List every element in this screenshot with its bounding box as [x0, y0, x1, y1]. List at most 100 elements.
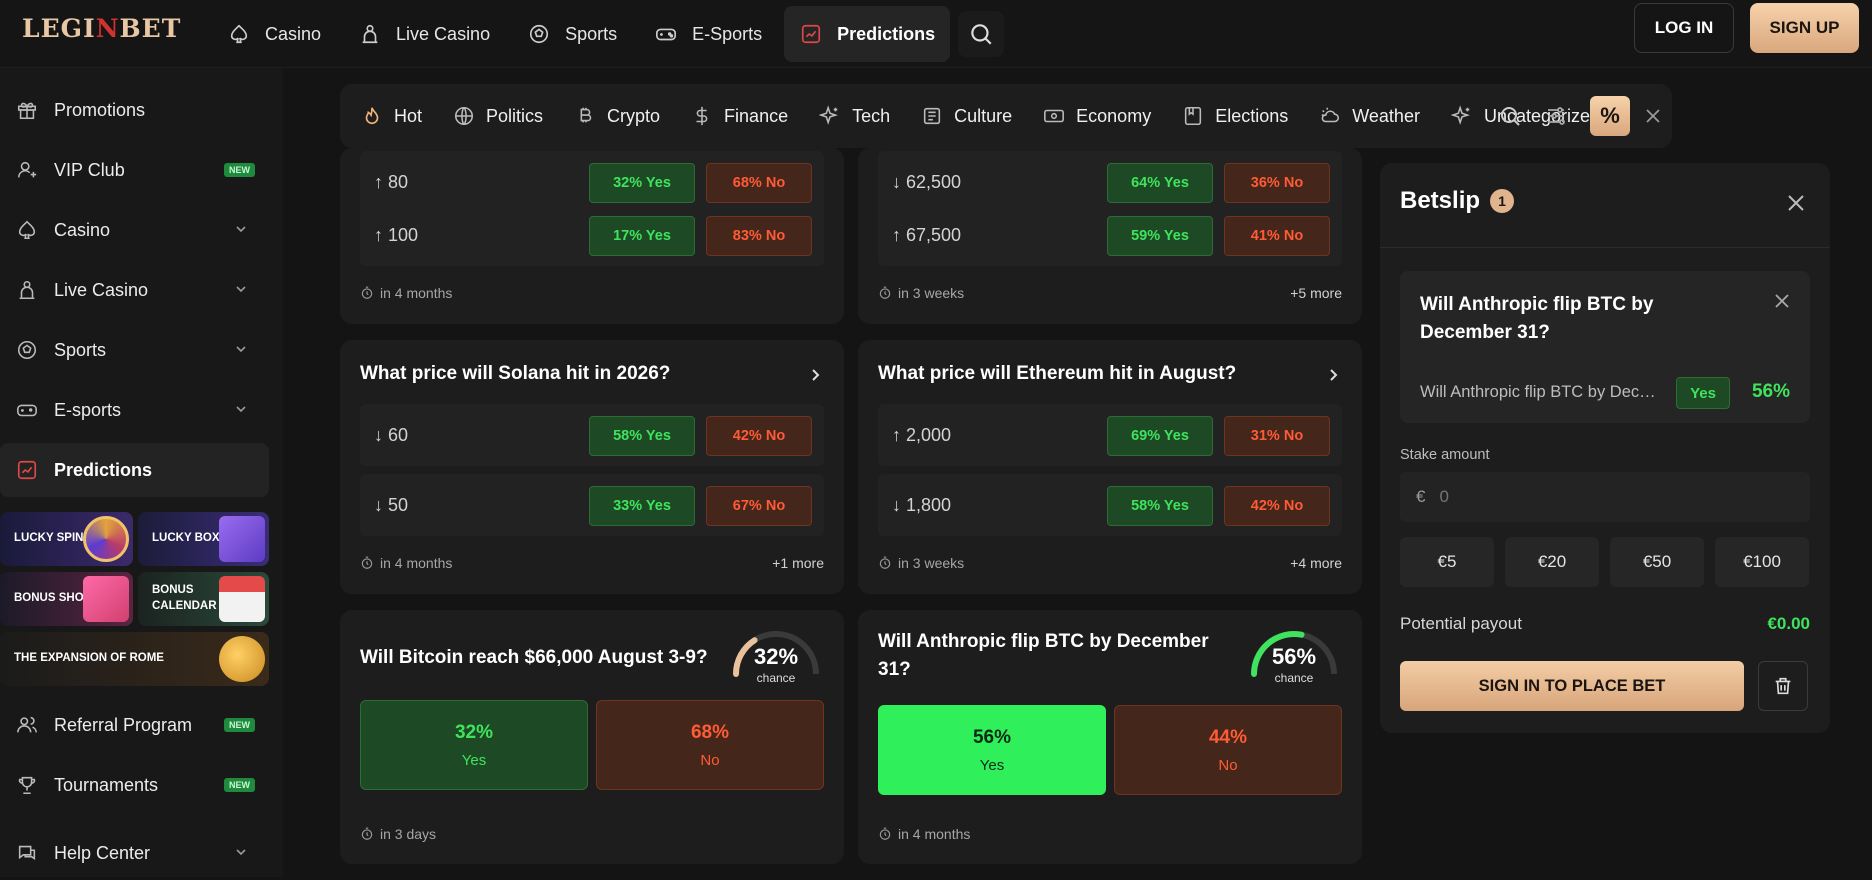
filter-button[interactable] — [1544, 104, 1568, 128]
category-search-button[interactable] — [1498, 104, 1522, 128]
betslip-close-button[interactable] — [1786, 193, 1806, 213]
signup-button[interactable]: SIGN UP — [1750, 3, 1859, 53]
no-button[interactable]: 36% No — [1224, 163, 1330, 203]
outcome-row: ↑ 80 32% Yes 68% No — [360, 151, 824, 213]
stake-field[interactable]: € — [1400, 472, 1810, 522]
promo-lucky-spin[interactable]: LUCKY SPIN — [0, 512, 133, 566]
topnav-esports[interactable]: E-Sports — [639, 6, 777, 62]
no-button[interactable]: 67% No — [706, 486, 812, 526]
sidebar-item-referral-program[interactable]: Referral Program NEW — [0, 698, 269, 752]
no-button[interactable]: 44% No — [1114, 705, 1342, 795]
spade-icon — [14, 217, 40, 243]
market-title[interactable]: Will Anthropic flip BTC by December 31? — [878, 631, 1209, 680]
promo-bonus-calendar[interactable]: BONUS CALENDAR — [138, 572, 269, 626]
new-badge: NEW — [224, 163, 255, 177]
yes-button[interactable]: 33% Yes — [589, 486, 695, 526]
yes-button[interactable]: 64% Yes — [1107, 163, 1213, 203]
category-tech[interactable]: Tech — [818, 104, 890, 128]
no-button[interactable]: 83% No — [706, 216, 812, 256]
category-weather[interactable]: Weather — [1318, 104, 1420, 128]
quick-stake-100[interactable]: €100 — [1715, 537, 1809, 587]
more-outcomes-link[interactable]: +4 more — [1290, 555, 1342, 571]
chevron-down-icon — [236, 226, 246, 233]
sliders-icon — [1548, 107, 1565, 125]
topnav-sports[interactable]: Sports — [512, 6, 632, 62]
legionbet-logo[interactable]: LEGINBET — [22, 14, 182, 43]
category-crypto[interactable]: Crypto — [573, 104, 660, 128]
chance-value: 56% — [1271, 644, 1317, 669]
category-economy[interactable]: Economy — [1042, 104, 1151, 128]
promo-lucky-box[interactable]: LUCKY BOX — [138, 512, 269, 566]
trend-chart-icon — [14, 457, 40, 483]
trash-icon — [1775, 677, 1791, 695]
outcome-row: ↑ 2,000 69% Yes 31% No — [878, 404, 1342, 466]
market-title[interactable]: What price will Solana hit in 2026? — [360, 363, 671, 384]
quick-stake-5[interactable]: €5 — [1400, 537, 1494, 587]
yes-button[interactable]: 58% Yes — [589, 416, 695, 456]
no-button[interactable]: 42% No — [706, 416, 812, 456]
yes-button-selected[interactable]: 56% Yes — [878, 705, 1106, 795]
yes-button[interactable]: 58% Yes — [1107, 486, 1213, 526]
promo-bonus-shop[interactable]: BONUS SHOP — [0, 572, 133, 626]
yes-button[interactable]: 69% Yes — [1107, 416, 1213, 456]
chevron-right-icon[interactable] — [810, 368, 820, 382]
market-card[interactable]: What price will Solana hit in 2026? ↓ 60… — [340, 340, 844, 594]
sidebar-item-predictions[interactable]: Predictions — [0, 443, 269, 497]
topnav-live-casino[interactable]: Live Casino — [343, 6, 505, 62]
login-button[interactable]: LOG IN — [1634, 3, 1734, 53]
sidebar-item-casino[interactable]: Casino — [0, 203, 269, 257]
promo-expansion-of-rome[interactable]: THE EXPANSION OF ROME — [0, 632, 269, 686]
banknote-icon — [1042, 104, 1066, 128]
time-remaining: in 4 months — [898, 826, 971, 842]
category-hot[interactable]: Hot — [360, 104, 422, 128]
stake-input[interactable] — [1439, 487, 1740, 507]
sidebar-item-tournaments[interactable]: Tournaments NEW — [0, 758, 269, 812]
sidebar-item-esports[interactable]: E-sports — [0, 383, 269, 437]
category-culture[interactable]: Culture — [920, 104, 1012, 128]
category-politics[interactable]: Politics — [452, 104, 543, 128]
category-bar: Hot Politics Crypto Finance Tech Culture… — [340, 84, 1672, 148]
chance-arc — [733, 637, 758, 677]
gamepad-icon — [654, 22, 678, 46]
sidebar-item-sports[interactable]: Sports — [0, 323, 269, 377]
more-outcomes-link[interactable]: +5 more — [1290, 285, 1342, 301]
sidebar-item-promotions[interactable]: Promotions — [0, 83, 269, 137]
chevron-right-icon[interactable] — [1328, 368, 1338, 382]
more-outcomes-link[interactable]: +1 more — [772, 555, 824, 571]
no-button[interactable]: 41% No — [1224, 216, 1330, 256]
top-search-button[interactable] — [958, 11, 1004, 57]
no-button[interactable]: 42% No — [1224, 486, 1330, 526]
no-button[interactable]: 68% No — [596, 700, 824, 790]
odds-format-button[interactable]: % — [1590, 96, 1630, 136]
search-icon — [1501, 107, 1520, 126]
market-card[interactable]: What price will Ethereum hit in August? … — [858, 340, 1362, 594]
category-elections[interactable]: Elections — [1181, 104, 1288, 128]
chevron-down-icon — [236, 406, 246, 413]
topnav-casino[interactable]: Casino — [212, 6, 336, 62]
no-button[interactable]: 31% No — [1224, 416, 1330, 456]
market-title[interactable]: Will Bitcoin reach $66,000 August 3-9? — [360, 647, 708, 668]
clear-betslip-button[interactable] — [1758, 661, 1808, 711]
outcome-row: ↑ 100 17% Yes 83% No — [360, 204, 824, 266]
place-bet-button[interactable]: SIGN IN TO PLACE BET — [1400, 661, 1744, 711]
timer-icon — [878, 556, 892, 570]
yes-button[interactable]: 32% Yes — [589, 163, 695, 203]
sidebar-item-help-center[interactable]: Help Center — [0, 826, 269, 880]
remove-selection-button[interactable] — [1774, 293, 1790, 309]
quick-stake-20[interactable]: €20 — [1505, 537, 1599, 587]
market-title[interactable]: What price will Ethereum hit in August? — [878, 363, 1237, 384]
yes-button[interactable]: 59% Yes — [1107, 216, 1213, 256]
market-card[interactable]: Will Bitcoin reach $66,000 August 3-9? 3… — [340, 610, 844, 864]
sidebar-item-vip-club[interactable]: VIP Club NEW — [0, 143, 269, 197]
chevron-down-icon — [236, 286, 246, 293]
sidebar-item-live-casino[interactable]: Live Casino — [0, 263, 269, 317]
topnav-predictions[interactable]: Predictions — [784, 6, 951, 62]
yes-button[interactable]: 17% Yes — [589, 216, 695, 256]
yes-button[interactable]: 32% Yes — [360, 700, 588, 790]
market-card[interactable]: Will Anthropic flip BTC by December 31? … — [858, 610, 1362, 864]
category-finance[interactable]: Finance — [690, 104, 788, 128]
quick-stake-50[interactable]: €50 — [1610, 537, 1704, 587]
no-button[interactable]: 68% No — [706, 163, 812, 203]
selection-title: Will Anthropic flip BTC by December 31? — [1420, 294, 1654, 343]
category-close-button[interactable] — [1644, 107, 1662, 125]
